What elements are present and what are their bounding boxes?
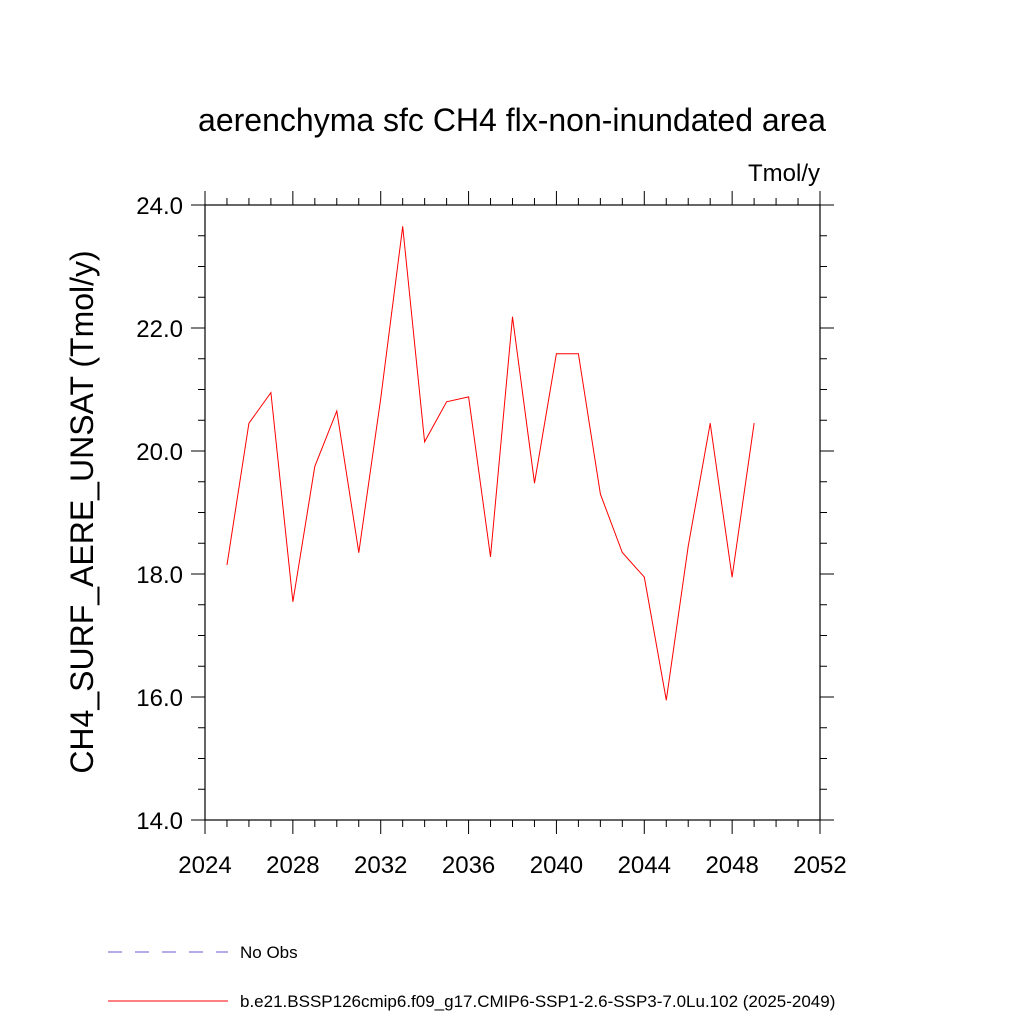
data-point	[446, 401, 448, 403]
x-tick-labels: 2024 2028 2032 2036 2040 2044 2048 2052	[178, 852, 846, 879]
x-tick-label: 2036	[442, 852, 495, 879]
data-point	[709, 422, 711, 424]
data-point	[577, 353, 579, 355]
x-tick-label: 2040	[530, 852, 583, 879]
data-point	[512, 316, 513, 318]
data-point	[358, 552, 360, 553]
data-point	[248, 422, 250, 424]
x-tick-label: 2044	[618, 852, 671, 879]
data-point	[292, 601, 294, 603]
data-point	[753, 422, 755, 424]
data-point	[226, 564, 228, 566]
units-label: Tmol/y	[748, 160, 820, 187]
x-tick-label: 2052	[793, 852, 846, 879]
y-tick-labels: 14.0 16.0 18.0 20.0 22.0 24.0	[136, 193, 183, 835]
legend-label: b.e21.BSSP126cmip6.f09_g17.CMIP6-SSP1-2.…	[240, 992, 835, 1011]
data-point	[731, 576, 733, 578]
data-point	[556, 353, 557, 355]
axis-ticks	[191, 191, 834, 834]
data-point	[468, 396, 469, 398]
x-tick-label: 2024	[178, 852, 231, 879]
data-point	[621, 552, 623, 553]
y-tick-label: 16.0	[136, 685, 183, 712]
y-tick-label: 20.0	[136, 439, 183, 466]
data-point	[336, 410, 338, 412]
data-point	[643, 576, 645, 578]
x-tick-label: 2048	[705, 852, 758, 879]
legend: No Obs b.e21.BSSP126cmip6.f09_g17.CMIP6-S…	[108, 943, 835, 1011]
y-tick-label: 14.0	[136, 808, 183, 835]
data-point	[665, 699, 667, 701]
data-point	[380, 398, 382, 400]
chart-title: aerenchyma sfc CH4 flx-non-inundated are…	[198, 102, 826, 138]
series-line	[226, 226, 755, 701]
series-lines	[226, 226, 755, 701]
data-point	[534, 482, 535, 484]
legend-label: No Obs	[240, 943, 298, 962]
data-point	[402, 226, 404, 227]
y-tick-label: 22.0	[136, 316, 183, 343]
data-point	[687, 545, 689, 547]
x-tick-label: 2032	[354, 852, 407, 879]
y-tick-label: 24.0	[136, 193, 183, 220]
plot-frame	[204, 204, 821, 821]
y-tick-label: 18.0	[136, 562, 183, 589]
data-point	[314, 465, 316, 467]
x-tick-label: 2028	[266, 852, 319, 879]
data-point	[599, 493, 601, 495]
data-point	[270, 392, 272, 393]
y-axis-label: CH4_SURF_AERE_UNSAT (Tmol/y)	[64, 250, 100, 773]
data-point	[490, 556, 491, 558]
data-point	[424, 441, 426, 443]
